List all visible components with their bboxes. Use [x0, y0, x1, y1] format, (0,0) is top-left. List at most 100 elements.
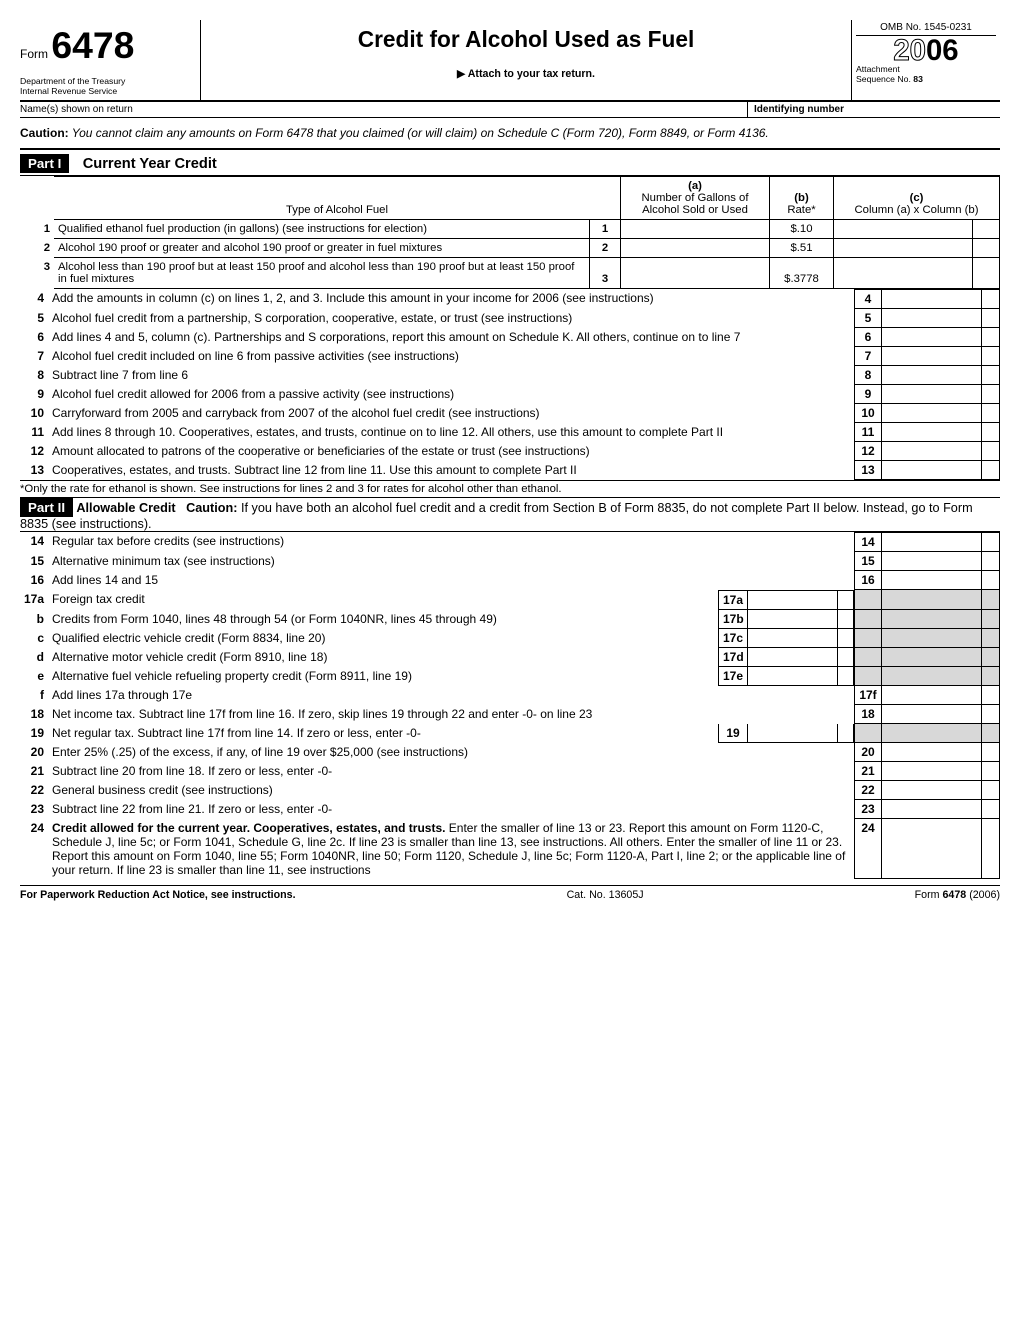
- inner-cents[interactable]: [838, 610, 854, 629]
- cents-col[interactable]: [973, 239, 1000, 258]
- rate-value: $.3778: [770, 258, 834, 289]
- line-desc: Alcohol fuel credit from a partnership, …: [48, 309, 854, 328]
- page-footer: For Paperwork Reduction Act Notice, see …: [20, 885, 1000, 901]
- amount-input[interactable]: [882, 385, 982, 404]
- inner-amount[interactable]: [748, 610, 838, 629]
- shade: [854, 610, 882, 629]
- attach-instruction: ▶ Attach to your tax return.: [211, 67, 841, 80]
- line-box: 18: [854, 705, 882, 724]
- line-number: 12: [20, 442, 48, 461]
- amount-input[interactable]: [882, 743, 982, 762]
- cents-col[interactable]: [973, 258, 1000, 289]
- amount-input[interactable]: [834, 220, 973, 239]
- cents-col[interactable]: [982, 800, 1000, 819]
- amount-input[interactable]: [882, 442, 982, 461]
- cents-col[interactable]: [982, 309, 1000, 328]
- caution-label: Caution:: [20, 126, 69, 140]
- attachment-seq: Attachment Sequence No. 83: [856, 65, 996, 84]
- cents-col[interactable]: [982, 366, 1000, 385]
- cents-col[interactable]: [982, 819, 1000, 879]
- line-desc: Alternative motor vehicle credit (Form 8…: [48, 648, 718, 667]
- cents-col[interactable]: [982, 552, 1000, 571]
- caution-text: You cannot claim any amounts on Form 647…: [69, 126, 769, 140]
- line-number: e: [20, 667, 48, 686]
- header-mid: Credit for Alcohol Used as Fuel ▶ Attach…: [201, 20, 851, 100]
- cents-col[interactable]: [982, 571, 1000, 590]
- amount-input[interactable]: [882, 686, 982, 705]
- inner-cents[interactable]: [838, 629, 854, 648]
- amount-input[interactable]: [882, 366, 982, 385]
- line-number: 18: [20, 705, 48, 724]
- line-desc: Net income tax. Subtract line 17f from l…: [48, 705, 854, 724]
- cents-col[interactable]: [982, 762, 1000, 781]
- shade: [882, 610, 982, 629]
- gallons-input[interactable]: [621, 239, 770, 258]
- inner-amount[interactable]: [748, 667, 838, 686]
- part1-footnote: *Only the rate for ethanol is shown. See…: [20, 480, 1000, 498]
- line-number: 2: [20, 239, 54, 258]
- amount-input[interactable]: [882, 404, 982, 423]
- line-number: 17a: [20, 590, 48, 610]
- amount-input[interactable]: [882, 571, 982, 590]
- part1-bar: Part I: [20, 154, 69, 173]
- cents-col[interactable]: [973, 220, 1000, 239]
- gallons-input[interactable]: [621, 258, 770, 289]
- form-title: Credit for Alcohol Used as Fuel: [211, 26, 841, 53]
- gallons-input[interactable]: [621, 220, 770, 239]
- cents-col[interactable]: [982, 442, 1000, 461]
- inner-cents[interactable]: [838, 667, 854, 686]
- shade: [982, 590, 1000, 610]
- cents-col[interactable]: [982, 686, 1000, 705]
- shade: [854, 667, 882, 686]
- line-desc: Subtract line 22 from line 21. If zero o…: [48, 800, 854, 819]
- shade: [882, 648, 982, 667]
- inner-cents[interactable]: [838, 648, 854, 667]
- line-number: 14: [20, 532, 48, 552]
- col-b: (b)Rate*: [770, 177, 834, 220]
- cents-col[interactable]: [982, 289, 1000, 309]
- cents-col[interactable]: [982, 404, 1000, 423]
- amount-input[interactable]: [882, 762, 982, 781]
- cents-col[interactable]: [982, 532, 1000, 552]
- cents-col[interactable]: [982, 347, 1000, 366]
- cents-col[interactable]: [982, 385, 1000, 404]
- line-number: 3: [20, 258, 54, 289]
- amount-input[interactable]: [882, 328, 982, 347]
- amount-input[interactable]: [882, 461, 982, 480]
- inner-box: 17d: [718, 648, 748, 667]
- inner-amount[interactable]: [748, 590, 838, 610]
- amount-input[interactable]: [882, 781, 982, 800]
- form-prefix: Form: [20, 47, 48, 61]
- inner-amount[interactable]: [748, 629, 838, 648]
- cents-col[interactable]: [982, 328, 1000, 347]
- cents-col[interactable]: [982, 781, 1000, 800]
- year-outline: 20: [893, 34, 926, 67]
- amount-input[interactable]: [882, 532, 982, 552]
- amount-input[interactable]: [882, 552, 982, 571]
- shade: [882, 667, 982, 686]
- amount-input[interactable]: [882, 705, 982, 724]
- inner-amount[interactable]: [748, 724, 838, 743]
- cents-col[interactable]: [982, 705, 1000, 724]
- cents-col[interactable]: [982, 423, 1000, 442]
- amount-input[interactable]: [882, 423, 982, 442]
- amount-input[interactable]: [882, 309, 982, 328]
- amount-input[interactable]: [882, 819, 982, 879]
- part2-title: Allowable Credit: [76, 501, 175, 515]
- amount-input[interactable]: [882, 800, 982, 819]
- amount-input[interactable]: [882, 289, 982, 309]
- year-solid: 06: [926, 34, 959, 67]
- amount-input[interactable]: [882, 347, 982, 366]
- part1-header: Part I Current Year Credit: [20, 150, 1000, 176]
- footer-form-num: 6478: [943, 889, 967, 901]
- cents-col[interactable]: [982, 743, 1000, 762]
- part2-header: Part II Allowable Credit Caution: If you…: [20, 498, 1000, 532]
- inner-cents[interactable]: [838, 590, 854, 610]
- inner-amount[interactable]: [748, 648, 838, 667]
- cents-col[interactable]: [982, 461, 1000, 480]
- inner-cents[interactable]: [838, 724, 854, 743]
- amount-input[interactable]: [834, 239, 973, 258]
- amount-input[interactable]: [834, 258, 973, 289]
- shade: [982, 724, 1000, 743]
- header-right: OMB No. 1545-0231 2006 Attachment Sequen…: [851, 20, 1000, 100]
